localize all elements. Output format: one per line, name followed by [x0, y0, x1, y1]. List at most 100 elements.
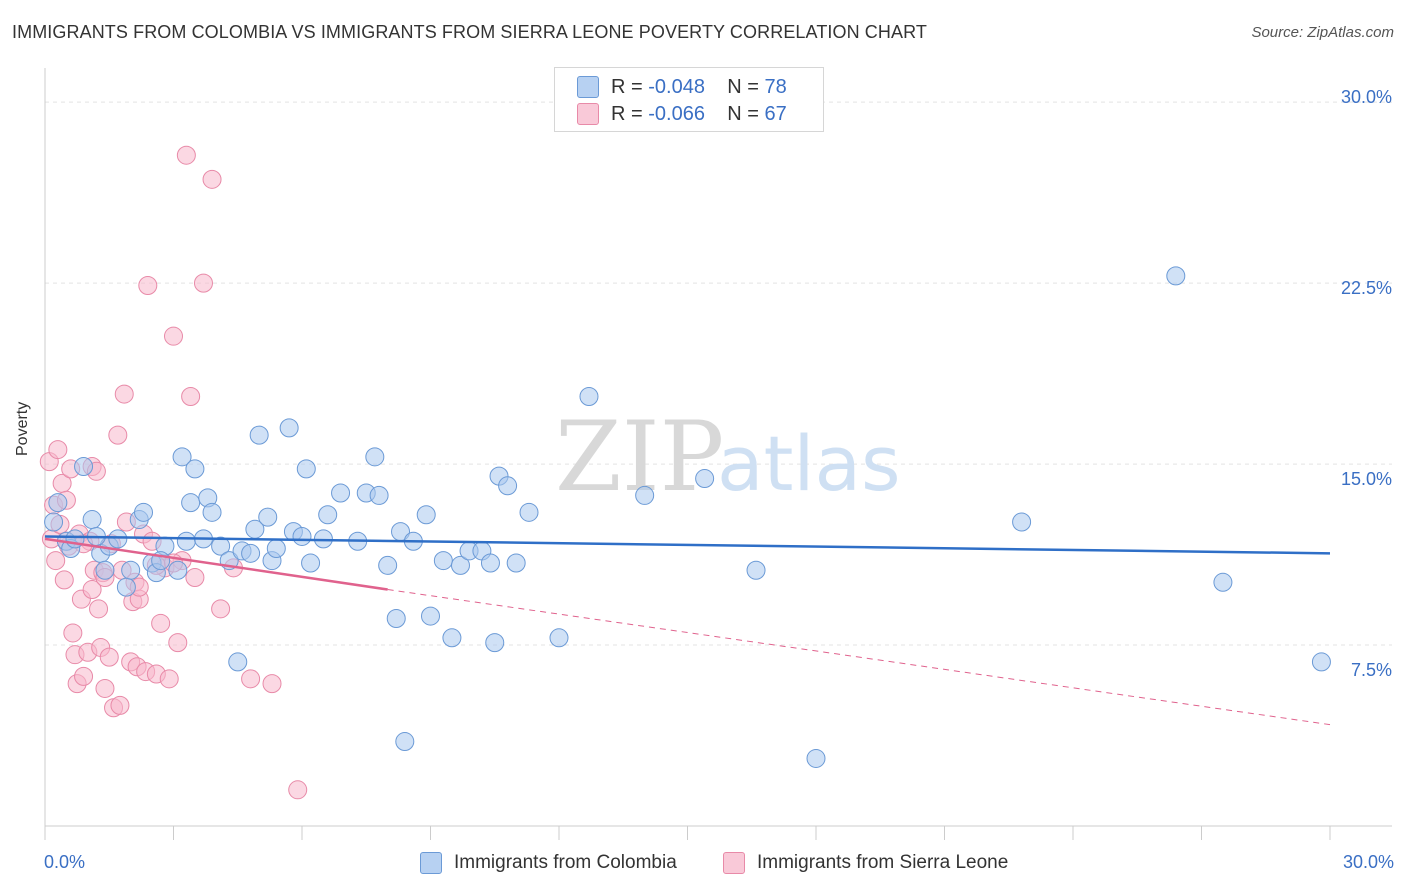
data-point [301, 553, 321, 573]
data-point [806, 748, 826, 768]
data-point [151, 613, 171, 633]
r-label: R = [611, 102, 643, 125]
data-point [279, 418, 299, 438]
data-point [176, 531, 196, 551]
colombia-swatch [420, 852, 442, 874]
sierra-leone-trend-extension [387, 589, 1331, 726]
data-point [378, 555, 398, 575]
watermark: ZIP atlas [555, 401, 901, 513]
sierra-leone-trend-line [44, 537, 388, 591]
data-point [266, 539, 286, 559]
data-point [44, 512, 64, 532]
r-value: -0.066 [648, 102, 705, 125]
legend-item-colombia[interactable]: Immigrants from Colombia [420, 852, 677, 874]
correlation-legend: R = -0.048 N = 78 R = -0.066 N = 67 [554, 67, 824, 132]
r-label: R = [611, 75, 643, 98]
x-tick-label: 30.0% [1342, 852, 1394, 872]
data-point [241, 543, 261, 563]
data-point [82, 580, 102, 600]
data-point [121, 560, 141, 580]
data-point [1311, 652, 1331, 672]
data-point [292, 526, 312, 546]
data-point [211, 599, 231, 619]
data-point [82, 510, 102, 530]
data-point [48, 493, 68, 513]
source-label: Source: ZipAtlas.com [1251, 24, 1394, 41]
data-point [262, 674, 282, 694]
sierra-leone-swatch [723, 852, 745, 874]
data-point [168, 633, 188, 653]
data-point [1213, 572, 1233, 592]
data-point [228, 652, 248, 672]
axes [44, 68, 1392, 840]
data-point [249, 425, 269, 445]
data-point [181, 493, 201, 513]
n-value: 78 [764, 75, 787, 98]
data-point [114, 384, 134, 404]
data-point [369, 485, 389, 505]
y-axis-label: Poverty [14, 401, 31, 456]
legend-item-sierra-leone[interactable]: Immigrants from Sierra Leone [723, 852, 1008, 874]
data-point [331, 483, 351, 503]
data-point [421, 606, 440, 626]
data-point [89, 599, 109, 619]
data-point [168, 560, 188, 580]
data-point [74, 456, 94, 476]
data-point [172, 447, 192, 467]
r-value: -0.048 [648, 75, 705, 98]
data-point [99, 647, 119, 667]
data-point [202, 502, 222, 522]
legend-item-label: Immigrants from Colombia [454, 852, 677, 873]
data-point [108, 425, 128, 445]
data-point [433, 551, 453, 571]
sierra-leone-swatch [577, 103, 599, 125]
x-tick-label: 0.0% [44, 852, 86, 872]
legend-item-label: Immigrants from Sierra Leone [757, 852, 1009, 873]
data-point [1012, 512, 1032, 532]
colombia-trend-line [44, 535, 1331, 555]
data-point [134, 502, 154, 522]
data-point [211, 536, 231, 556]
data-point [185, 459, 205, 479]
data-point [95, 678, 115, 698]
colombia-swatch [577, 76, 599, 98]
data-point [202, 169, 222, 189]
watermark-atlas: atlas [717, 419, 901, 508]
data-point [193, 273, 213, 293]
data-point [159, 669, 179, 689]
data-point [746, 560, 766, 580]
data-point [110, 695, 130, 715]
colombia-points [44, 266, 1331, 768]
data-point [138, 276, 158, 296]
data-point [108, 529, 128, 549]
data-point [296, 459, 316, 479]
data-point [498, 476, 518, 496]
data-point [485, 633, 505, 653]
data-point [365, 447, 385, 467]
n-value: 67 [764, 102, 787, 125]
data-point [181, 387, 201, 407]
y-tick-label: 22.5% [1340, 278, 1392, 298]
data-point [46, 551, 66, 571]
data-point [635, 485, 655, 505]
data-point [549, 628, 569, 648]
grid-lines [45, 101, 1392, 646]
y-tick-label: 7.5% [1350, 660, 1392, 680]
n-label: N = [727, 102, 759, 125]
data-point [519, 502, 539, 522]
data-point [442, 628, 462, 648]
data-point [74, 666, 94, 686]
data-point [258, 507, 278, 527]
data-point [395, 732, 415, 752]
n-label: N = [727, 75, 759, 98]
data-point [416, 505, 436, 525]
data-point [164, 326, 183, 346]
legend-row-sierra-leone: R = -0.066 N = 67 [577, 102, 787, 126]
data-point [185, 567, 205, 587]
data-point [63, 623, 83, 643]
data-point [288, 780, 308, 800]
data-point [116, 577, 136, 597]
data-point [386, 608, 406, 628]
chart-title: IMMIGRANTS FROM COLOMBIA VS IMMIGRANTS F… [12, 22, 927, 42]
